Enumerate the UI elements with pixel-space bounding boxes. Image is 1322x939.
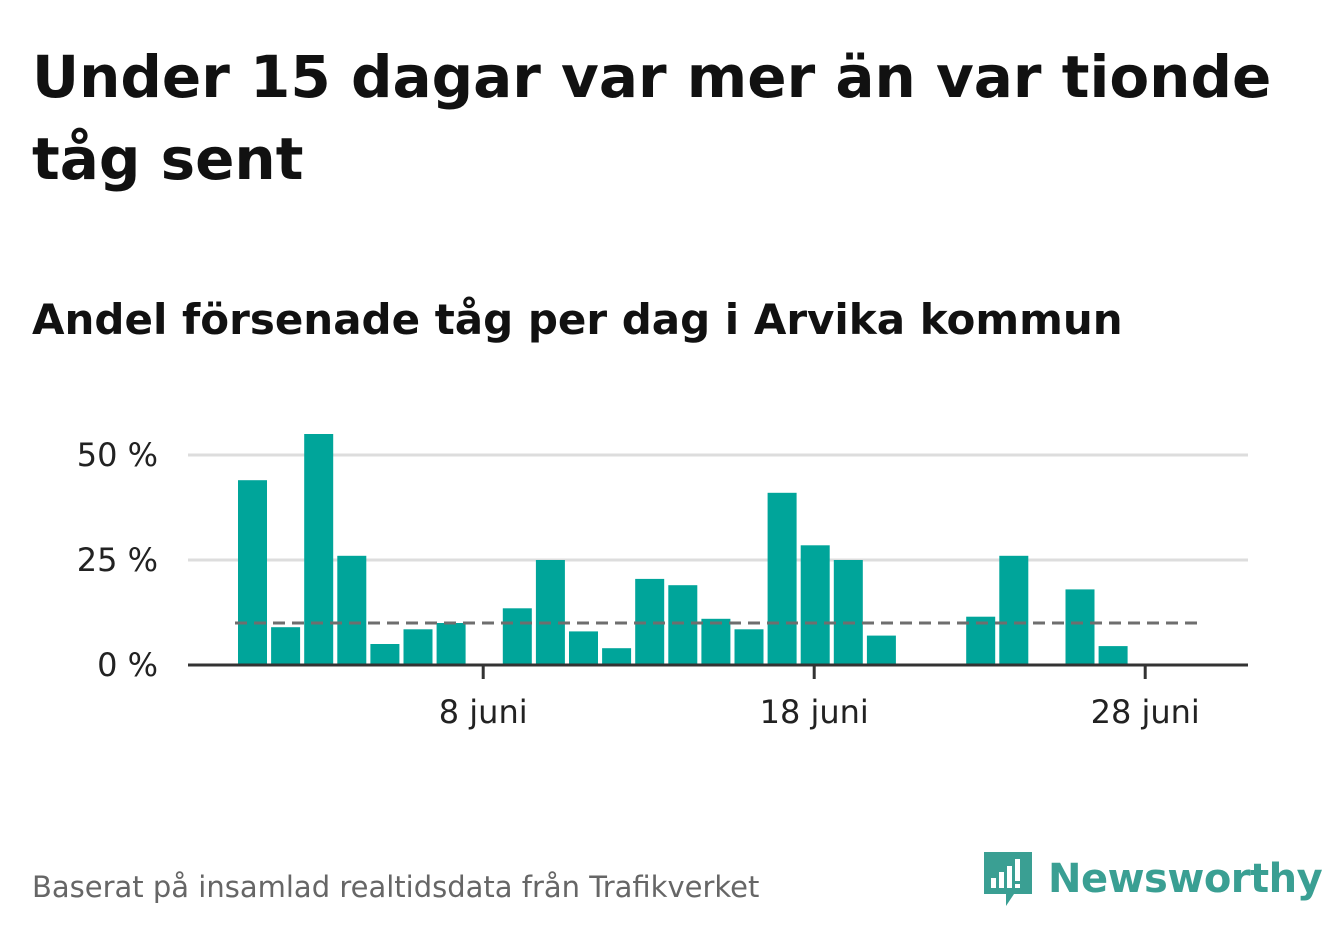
bar [304, 434, 334, 665]
bar [668, 585, 698, 665]
y-tick-label: 25 % [77, 541, 158, 579]
bars [238, 434, 1128, 665]
bar [1098, 646, 1128, 665]
bar [767, 492, 797, 665]
bar [734, 629, 764, 665]
newsworthy-logo: Newsworthy [980, 848, 1322, 910]
bar [403, 629, 433, 665]
bar [701, 618, 731, 665]
bar [966, 616, 996, 665]
bar [271, 627, 301, 665]
bar [866, 635, 896, 665]
x-tick-label: 18 juni [760, 693, 869, 731]
chart-subtitle: Andel försenade tåg per dag i Arvika kom… [32, 295, 1123, 344]
x-tick-label: 8 juni [439, 693, 528, 731]
x-tick-label: 28 juni [1091, 693, 1200, 731]
bar-chart: 0 % 25 % 50 % 8 juni 18 juni 28 juni [77, 434, 1248, 731]
bar [502, 608, 532, 665]
logo-text: Newsworthy [1048, 856, 1322, 902]
bar [999, 555, 1029, 665]
bar [1065, 589, 1095, 665]
bar [833, 560, 863, 665]
bar [800, 545, 830, 665]
bar [370, 644, 400, 665]
bar [238, 480, 267, 665]
bar [436, 623, 466, 665]
y-axis-ticks: 0 % 25 % 50 % [77, 436, 158, 684]
bar [569, 631, 598, 665]
chart-title: Under 15 dagar var mer än var tionde tåg… [32, 43, 1272, 193]
bar [535, 560, 565, 665]
grid-lines [188, 453, 1248, 562]
y-tick-label: 0 % [97, 646, 158, 684]
y-tick-label: 50 % [77, 436, 158, 474]
x-axis-ticks: 8 juni 18 juni 28 juni [439, 665, 1200, 731]
source-note: Baserat på insamlad realtidsdata från Tr… [32, 870, 760, 904]
bar-chart-bubble-icon [984, 852, 1032, 906]
bar [602, 648, 632, 665]
bar [337, 555, 367, 665]
